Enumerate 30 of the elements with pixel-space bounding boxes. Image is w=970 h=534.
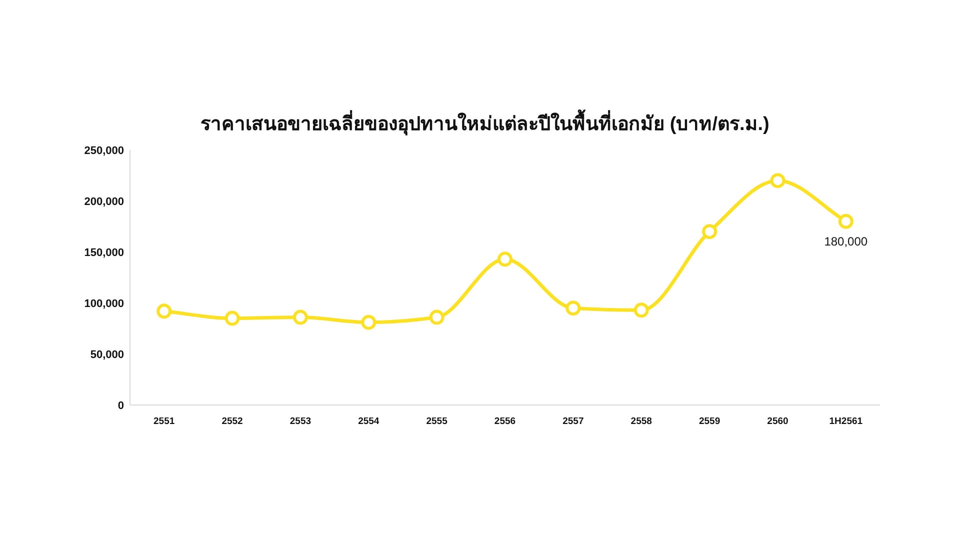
point xyxy=(770,173,786,188)
point xyxy=(634,302,649,318)
point xyxy=(292,310,308,325)
point xyxy=(838,214,854,229)
x-tick-label: 2556 xyxy=(494,416,516,427)
x-tick-label: 2552 xyxy=(222,416,243,427)
x-tick-label: 2557 xyxy=(562,416,584,427)
y-tick-label: 50,000 xyxy=(90,349,124,361)
point xyxy=(566,300,581,316)
y-tick-label: 150,000 xyxy=(84,247,124,259)
point xyxy=(702,224,718,240)
x-tick-label: 2553 xyxy=(290,416,312,427)
point xyxy=(156,304,172,319)
y-tick-label: 100,000 xyxy=(84,298,124,310)
x-tick-label: 2555 xyxy=(426,416,448,427)
x-tick-label: 2551 xyxy=(154,416,176,427)
x-tick-label: 1H2561 xyxy=(829,416,864,427)
x-tick-label: 2558 xyxy=(630,416,652,427)
y-tick-label: 200,000 xyxy=(84,196,124,208)
x-tick-label: 2554 xyxy=(358,416,380,427)
y-tick-label: 250,000 xyxy=(84,145,124,157)
point xyxy=(498,252,512,267)
chart-title: ราคาเสนอขายเฉลี่ยของอุปทานใหม่แต่ละปีในพื้นที่เอกมัย (บาท/ตร.ม.) xyxy=(200,109,770,136)
data-label: 180,000 xyxy=(824,234,868,248)
point xyxy=(224,310,240,326)
x-tick-label: 2559 xyxy=(698,416,720,427)
x-tick-label: 2560 xyxy=(767,416,788,427)
point xyxy=(429,310,444,325)
point xyxy=(361,314,376,330)
y-tick-label: 0 xyxy=(118,400,124,412)
